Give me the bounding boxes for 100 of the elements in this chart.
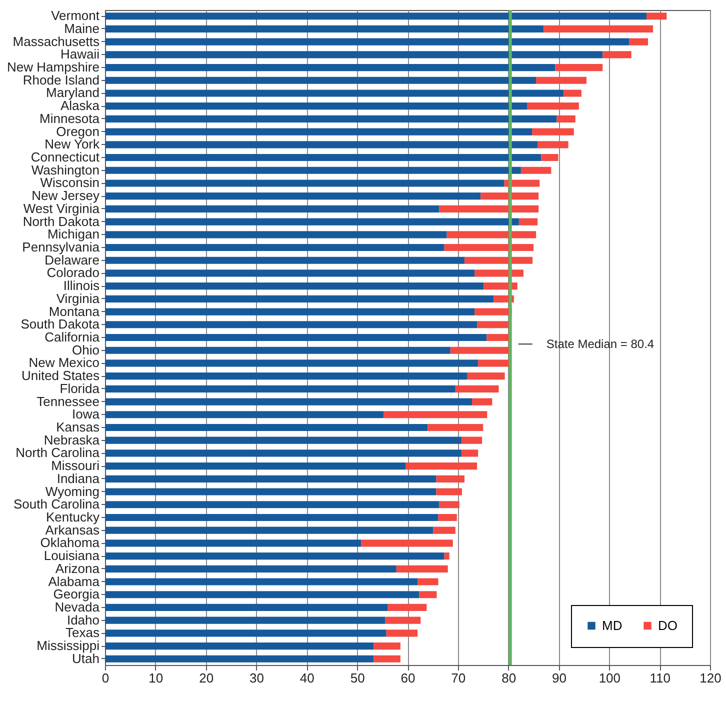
y-tick-label: Oklahoma (40, 535, 100, 550)
bar (105, 591, 420, 598)
bar (105, 141, 538, 148)
bar (105, 128, 532, 136)
bar (105, 540, 362, 547)
y-tick-label: Alabama (48, 574, 100, 589)
bar (105, 450, 462, 457)
y-tick-label: Idaho (66, 612, 100, 628)
bar (105, 25, 544, 32)
bar (105, 115, 557, 122)
bar (526, 102, 579, 110)
bar (388, 604, 427, 612)
bar (461, 450, 478, 457)
y-tick-label: Kentucky (46, 509, 100, 524)
bar (105, 321, 478, 328)
ref-line-label: State Median = 80.4 (546, 337, 654, 352)
bar (439, 205, 539, 212)
y-tick-label: Texas (66, 625, 100, 640)
bar (536, 76, 586, 84)
bar (564, 90, 582, 97)
legend-label: MD (602, 618, 622, 633)
y-tick-label: Maine (64, 20, 100, 36)
bar (105, 398, 472, 406)
bar (461, 436, 482, 444)
bar (474, 270, 524, 277)
bar (105, 154, 542, 162)
bar (405, 462, 478, 470)
bar (105, 51, 603, 58)
bar (455, 385, 499, 392)
bar (105, 102, 527, 110)
bar (374, 655, 400, 662)
bar (602, 51, 632, 58)
x-tick-label: 0 (102, 670, 110, 686)
bar (105, 192, 481, 200)
bar (105, 385, 456, 392)
y-tick-label: Nebraska (44, 432, 100, 448)
bar (105, 282, 484, 290)
bar (105, 488, 436, 496)
bar (105, 411, 384, 418)
bar (438, 514, 457, 522)
y-tick-label: Ohio (72, 342, 100, 358)
bar (444, 552, 450, 560)
y-tick-label: Colorado (46, 265, 100, 280)
y-tick-label: New Hampshire (7, 60, 100, 75)
y-tick-label: Indiana (56, 470, 100, 486)
bar (436, 475, 464, 482)
bar (629, 38, 648, 46)
bar (556, 115, 576, 122)
x-tick-label: 60 (400, 670, 416, 686)
y-tick-label: Maryland (46, 85, 100, 100)
bar (105, 295, 494, 302)
bar (105, 308, 475, 316)
x-tick-label: 110 (650, 670, 670, 686)
x-tick-label: 100 (598, 670, 621, 686)
bar (105, 205, 440, 212)
bar (105, 76, 536, 84)
bar (105, 346, 450, 354)
x-tick-label: 70 (451, 670, 466, 686)
bar (105, 604, 388, 612)
bar (105, 231, 447, 238)
y-tick-label: Washington (31, 162, 100, 178)
bar (105, 501, 440, 508)
x-tick-label: 90 (552, 670, 566, 686)
bar (646, 12, 667, 20)
y-tick-label: Vermont (51, 8, 100, 24)
y-tick-label: Mississippi (36, 638, 100, 654)
bar (464, 256, 533, 264)
y-tick-label: Tennessee (36, 394, 100, 409)
bar (105, 616, 386, 624)
bar (478, 360, 509, 367)
y-tick-label: Minnesota (40, 110, 100, 126)
y-tick-label: Connecticut (30, 150, 100, 165)
y-tick-label: Wyoming (45, 484, 100, 499)
bar (520, 166, 552, 174)
y-tick-label: South Dakota (20, 316, 100, 332)
bar (105, 526, 434, 534)
bar (105, 90, 564, 97)
bar (105, 218, 519, 226)
bar (105, 514, 438, 522)
bar (446, 231, 536, 238)
x-tick-label: 20 (199, 670, 214, 686)
bar (105, 180, 504, 187)
bar (105, 12, 646, 20)
bar (105, 630, 386, 637)
bar (361, 540, 453, 547)
bar (105, 256, 464, 264)
bar (532, 128, 574, 136)
y-tick-label: California (44, 330, 100, 344)
bar (105, 38, 630, 46)
bar (105, 475, 436, 482)
legend-label: DO (658, 618, 678, 633)
y-tick-label: Kansas (56, 419, 100, 434)
y-tick-label: Michigan (47, 226, 100, 242)
bar (474, 308, 512, 316)
bar (444, 244, 534, 252)
y-tick-label: North Carolina (16, 445, 100, 460)
bar (105, 372, 467, 380)
bar (105, 655, 374, 662)
bar (105, 642, 374, 650)
bar (105, 244, 444, 252)
